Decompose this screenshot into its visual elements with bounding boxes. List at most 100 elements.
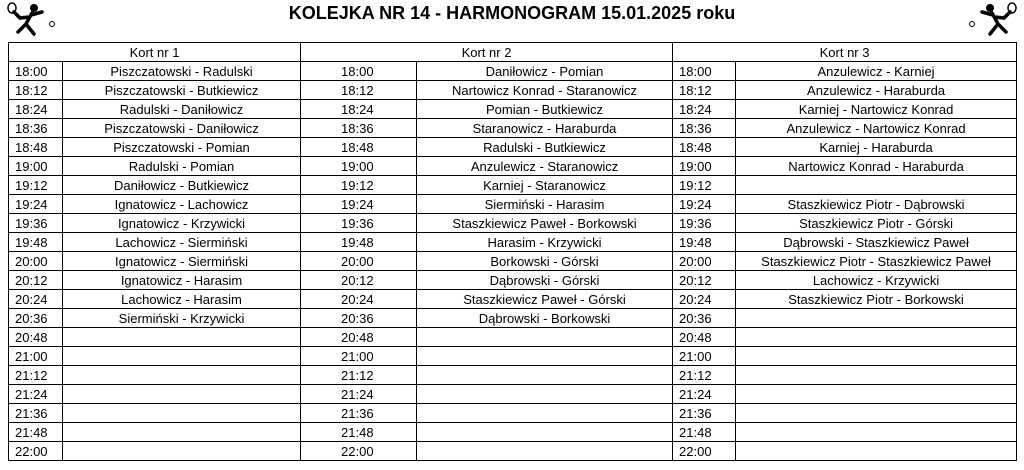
table-row: 18:00 Piszczatowski - Radulski 18:00 Daniło… (8, 61, 1018, 81)
table-row: 20:36 Siermiński - Krzywicki 20:36 Dąbrowsk… (8, 308, 1018, 328)
table-row: 19:24 Ignatowicz - Lachowicz 19:24 Siermińs… (8, 194, 1018, 214)
match-cell (735, 365, 1018, 385)
table-row: 19:12 Daniłowicz - Butkiewicz 19:12 Karniej… (8, 175, 1018, 195)
match-cell (61, 384, 302, 404)
time-cell: 18:00 (8, 61, 63, 81)
match-cell: Staszkiewicz Paweł - Górski (416, 289, 674, 309)
match-cell (735, 384, 1018, 404)
match-cell: Harasim - Krzywicki (416, 232, 674, 252)
column-header: Kort nr 3 (672, 42, 1018, 62)
match-cell: Dąbrowski - Górski (416, 270, 674, 290)
match-cell: Daniłowicz - Butkiewicz (61, 175, 302, 195)
time-cell: 18:00 (300, 61, 418, 81)
time-cell: 19:36 (8, 213, 63, 233)
time-cell: 19:12 (672, 175, 737, 195)
table-row: 20:24 Lachowicz - Harasim 20:24 Staszkiewic… (8, 289, 1018, 309)
table-row: 18:12 Piszczatowski - Butkiewicz 18:12 Nart… (8, 80, 1018, 100)
match-cell: Staranowicz - Haraburda (416, 118, 674, 138)
time-cell: 20:12 (672, 270, 737, 290)
table-row: 18:24 Radulski - Daniłowicz 18:24 Pomian - … (8, 99, 1018, 119)
match-cell: Ignatowicz - Harasim (61, 270, 302, 290)
time-cell: 21:12 (672, 365, 737, 385)
time-cell: 21:36 (672, 403, 737, 423)
time-cell: 19:48 (672, 232, 737, 252)
time-cell: 18:48 (672, 137, 737, 157)
time-cell: 21:36 (300, 403, 418, 423)
time-cell: 18:12 (8, 80, 63, 100)
time-cell: 18:36 (672, 118, 737, 138)
time-cell: 18:36 (8, 118, 63, 138)
time-cell: 19:36 (300, 213, 418, 233)
table-row: 19:48 Lachowicz - Siermiński 19:48 Harasim … (8, 232, 1018, 252)
badminton-icon (969, 2, 1017, 36)
match-cell: Piszczatowski - Radulski (61, 61, 302, 81)
time-cell: 18:48 (8, 137, 63, 157)
match-cell (61, 441, 302, 461)
table-row: 21:00 21:00 21:00 (8, 346, 1018, 366)
match-cell: Karniej - Haraburda (735, 137, 1018, 157)
match-cell (416, 422, 674, 442)
match-cell (735, 327, 1018, 347)
table-row: 20:48 20:48 20:48 (8, 327, 1018, 347)
time-cell: 19:00 (672, 156, 737, 176)
time-cell: 18:12 (672, 80, 737, 100)
match-cell (416, 365, 674, 385)
match-cell: Piszczatowski - Pomian (61, 137, 302, 157)
match-cell (61, 327, 302, 347)
time-cell: 21:00 (672, 346, 737, 366)
match-cell: Borkowski - Górski (416, 251, 674, 271)
match-cell (735, 175, 1018, 195)
match-cell (735, 403, 1018, 423)
match-cell: Ignatowicz - Lachowicz (61, 194, 302, 214)
match-cell: Radulski - Daniłowicz (61, 99, 302, 119)
match-cell: Nartowicz Konrad - Haraburda (735, 156, 1018, 176)
time-cell: 20:00 (672, 251, 737, 271)
time-cell: 19:12 (8, 175, 63, 195)
time-cell: 20:48 (8, 327, 63, 347)
time-cell: 20:00 (8, 251, 63, 271)
time-cell: 18:48 (300, 137, 418, 157)
time-cell: 21:00 (8, 346, 63, 366)
time-cell: 20:48 (672, 327, 737, 347)
time-cell: 19:48 (8, 232, 63, 252)
match-cell (61, 365, 302, 385)
match-cell: Anzulewicz - Haraburda (735, 80, 1018, 100)
table-row: 20:12 Ignatowicz - Harasim 20:12 Dąbrowski … (8, 270, 1018, 290)
match-cell: Ignatowicz - Krzywicki (61, 213, 302, 233)
time-cell: 19:24 (300, 194, 418, 214)
match-cell: Karniej - Nartowicz Konrad (735, 99, 1018, 119)
match-cell: Ignatowicz - Siermiński (61, 251, 302, 271)
time-cell: 18:12 (300, 80, 418, 100)
time-cell: 20:36 (300, 308, 418, 328)
match-cell (416, 384, 674, 404)
time-cell: 21:24 (300, 384, 418, 404)
match-cell (416, 441, 674, 461)
header-row: Kort nr 1 Kort nr 2 Kort nr 3 (7, 42, 1018, 62)
table-row: 22:00 22:00 22:00 (8, 441, 1018, 461)
table-row: 21:48 21:48 21:48 (8, 422, 1018, 442)
match-cell: Pomian - Butkiewicz (416, 99, 674, 119)
table-body: 18:00 Piszczatowski - Radulski 18:00 Daniło… (8, 61, 1018, 461)
match-cell (416, 327, 674, 347)
time-cell: 19:00 (300, 156, 418, 176)
match-cell (735, 441, 1018, 461)
table-row: 21:24 21:24 21:24 (8, 384, 1018, 404)
time-cell: 22:00 (8, 441, 63, 461)
match-cell (735, 308, 1018, 328)
match-cell: Staszkiewicz Piotr - Górski (735, 213, 1018, 233)
table-row: 18:36 Piszczatowski - Daniłowicz 18:36 Star… (8, 118, 1018, 138)
time-cell: 19:00 (8, 156, 63, 176)
match-cell: Karniej - Staranowicz (416, 175, 674, 195)
time-cell: 20:48 (300, 327, 418, 347)
title: KOLEJKA NR 14 - HARMONOGRAM 15.01.2025 r… (288, 3, 736, 23)
match-cell: Dąbrowski - Borkowski (416, 308, 674, 328)
match-cell: Lachowicz - Siermiński (61, 232, 302, 252)
match-cell: Radulski - Butkiewicz (416, 137, 674, 157)
table-row: 21:36 21:36 21:36 (8, 403, 1018, 423)
time-cell: 21:48 (300, 422, 418, 442)
match-cell: Anzulewicz - Nartowicz Konrad (735, 118, 1018, 138)
column-header: Kort nr 1 (7, 42, 302, 62)
time-cell: 21:48 (672, 422, 737, 442)
time-cell: 18:36 (300, 118, 418, 138)
